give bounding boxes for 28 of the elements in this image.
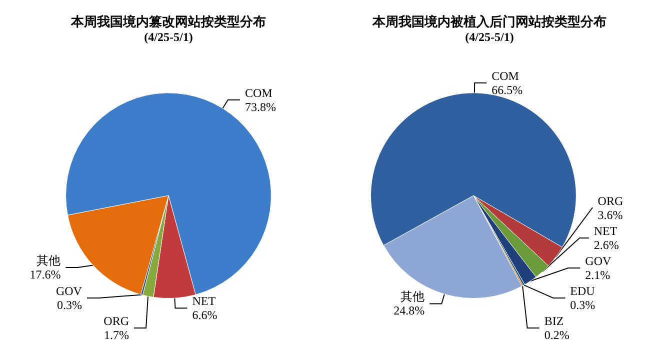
- slice-label: NET: [192, 294, 216, 308]
- slice-label: COM: [244, 86, 273, 100]
- slice-label: ORG: [598, 194, 624, 208]
- data-label: 6.6%: [192, 308, 218, 322]
- slice-label: 其他: [36, 254, 61, 268]
- data-label: 0.2%: [544, 328, 570, 342]
- chart-subtitle: (4/25-5/1): [465, 30, 514, 44]
- data-label: 2.1%: [585, 268, 610, 282]
- data-label: 2.6%: [594, 238, 619, 252]
- data-label: 0.3%: [56, 298, 82, 312]
- slice-label: NET: [594, 224, 618, 238]
- data-label: 24.8%: [394, 304, 425, 318]
- data-label: 3.6%: [598, 208, 623, 222]
- chart-title: 本周我国境内被植入后门网站按类型分布: [372, 14, 606, 29]
- slice-label: COM: [492, 68, 520, 83]
- slice-label: GOV: [56, 284, 82, 298]
- data-label: 17.6%: [30, 268, 61, 282]
- slice-label: ORG: [104, 314, 130, 328]
- data-label: 73.8%: [244, 100, 276, 114]
- chart-subtitle: (4/25-5/1): [144, 30, 193, 44]
- slice-label: EDU: [570, 284, 596, 298]
- slice-label: 其他: [400, 290, 425, 304]
- data-label: 66.5%: [492, 82, 523, 97]
- data-label: 0.3%: [570, 298, 596, 312]
- slice-label: BIZ: [544, 314, 564, 328]
- slice-label: GOV: [585, 254, 612, 268]
- data-label: 1.7%: [104, 328, 130, 342]
- chart-title: 本周我国境内篡改网站按类型分布: [70, 14, 266, 29]
